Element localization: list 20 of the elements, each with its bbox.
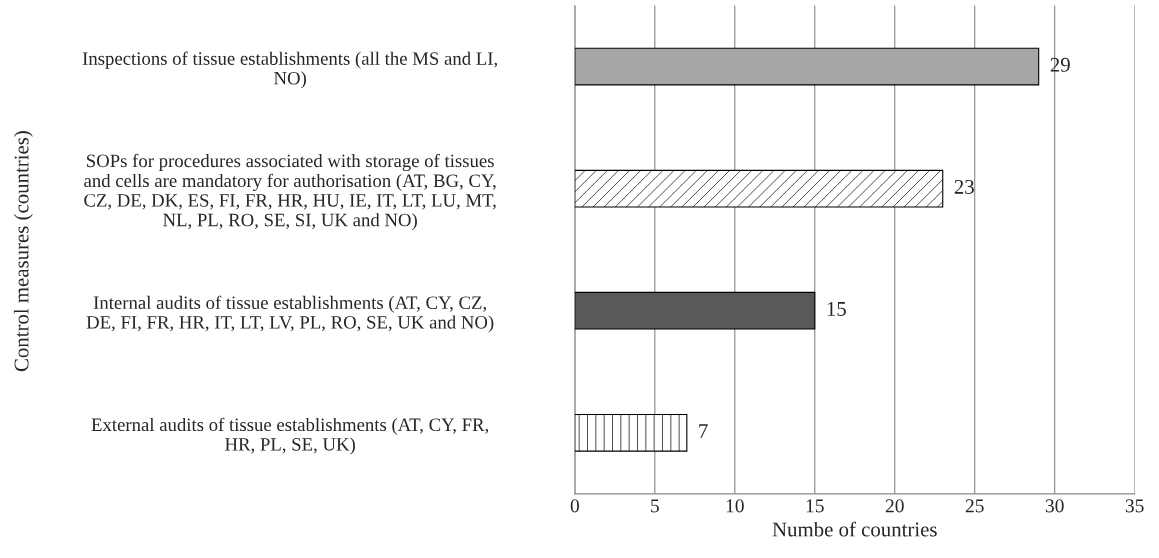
x-tick-label: 35 [1125,499,1144,513]
x-tick-label: 5 [651,499,659,513]
y-tick-label: SOPs for procedures associated with storage of tissues and cells are mandatory for authorisation (AT, BG, CY, CZ, DE, DK, ES, FI, FR, HR, HU, IE, IT, LT, LU, MT, NL, PL, RO, SE, SI, UK and NO) [84,153,496,231]
y-tick-label: External audits of tissue establishments (AT, CY, FR, HR, PL, SE, UK) [91,417,489,455]
y-axis-title: Control measures (countries) [13,131,33,372]
x-tick-label: 15 [806,499,824,513]
bar [574,291,816,330]
data-label: 7 [699,424,708,438]
y-tick-label: Internal audits of tissue establishments (AT, CY, CZ, DE, FI, FR, HR, IT, LT, LV, PL, RO, SE, UK and NO) [86,295,494,333]
data-label: 29 [1050,57,1070,72]
data-label: 15 [827,301,846,316]
x-tick-label: 30 [1045,499,1064,513]
x-tick-label: 20 [885,499,904,513]
x-tick-label: 10 [726,499,744,513]
x-tick-label: 25 [965,499,984,513]
data-label: 23 [954,179,974,194]
x-tick-label: 0 [570,499,579,513]
x-axis-title: Numbe of countries [772,521,937,537]
bar [574,47,1040,86]
y-tick-label: Inspections of tissue establishments (all the MS and LI, NO) [82,51,497,89]
